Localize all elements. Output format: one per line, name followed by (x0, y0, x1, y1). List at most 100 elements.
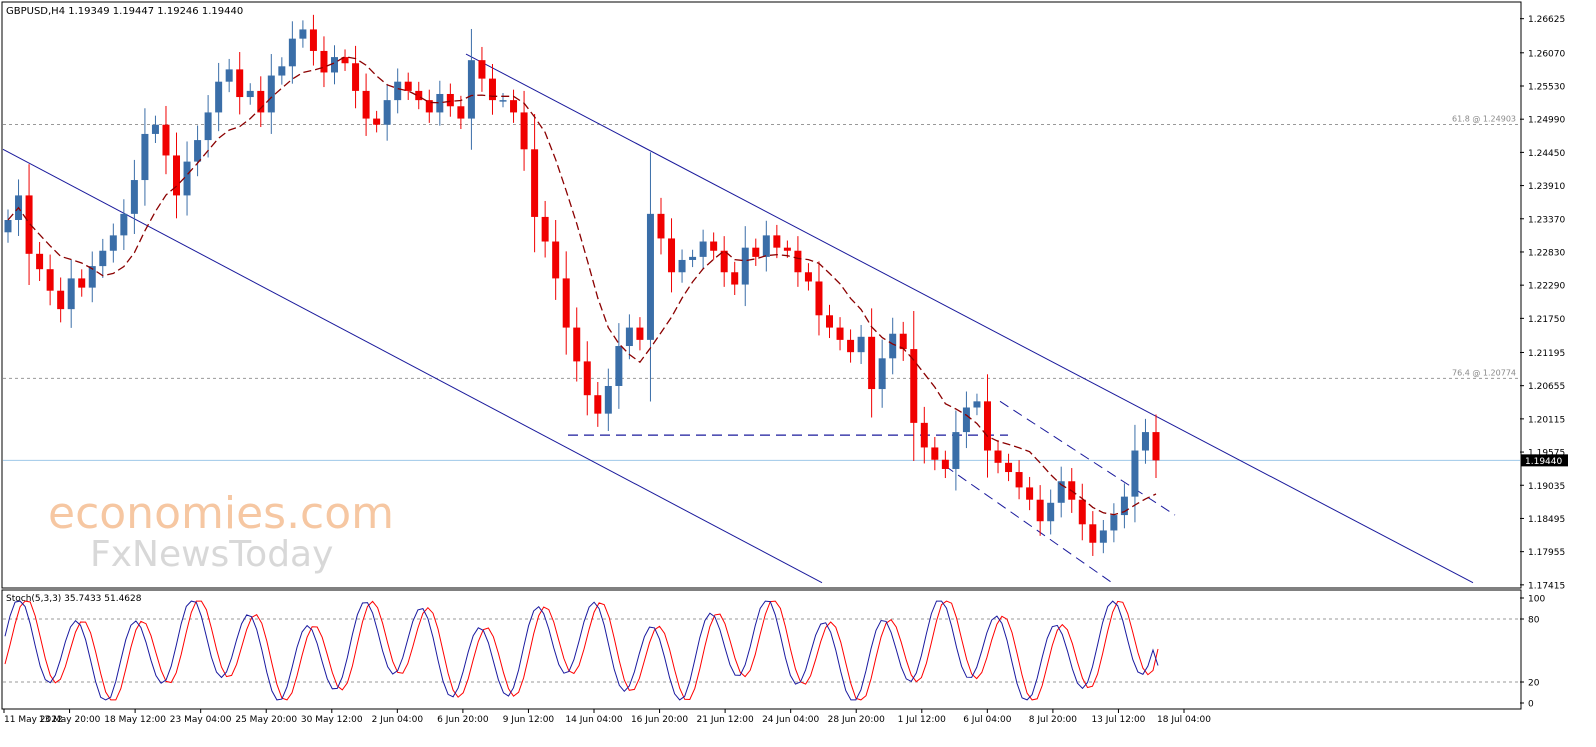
bullish-candle (67, 278, 75, 310)
bearish-candle (710, 241, 718, 251)
stoch-title: Stoch(5,3,3) 35.7433 51.4628 (6, 594, 142, 604)
bearish-candle (425, 100, 433, 113)
moving-average-line (7, 56, 1157, 516)
bullish-candle (267, 75, 275, 113)
inner-channel-upper (999, 400, 1176, 516)
levels: 61.8 @ 1.24903 76.4 @ 1.20774 1.19440 (3, 115, 1568, 467)
bullish-candle (952, 432, 960, 469)
time-tick-label: 13 May 20:00 (39, 715, 101, 725)
price-tick-label: 1.22830 (1528, 248, 1565, 258)
bearish-candle (541, 216, 549, 242)
stoch-tick-label: 80 (1528, 616, 1540, 626)
bearish-candle (531, 149, 539, 217)
time-tick-label: 13 Jul 12:00 (1091, 715, 1145, 725)
bearish-candle (373, 118, 381, 125)
bullish-candle (194, 140, 202, 162)
time-tick-label: 16 Jun 20:00 (631, 715, 688, 725)
bullish-candle (1047, 502, 1055, 522)
bearish-candle (309, 29, 317, 51)
bullish-candle (183, 161, 191, 196)
bearish-candle (257, 90, 265, 113)
bearish-candle (752, 247, 760, 257)
candles (4, 14, 1160, 556)
bullish-candle (962, 407, 970, 433)
bearish-candle (826, 315, 834, 328)
bearish-candle (804, 272, 812, 282)
bullish-candle (699, 241, 707, 257)
bearish-candle (794, 250, 802, 273)
bearish-candle (1078, 499, 1086, 525)
fibo-level-label: 61.8 @ 1.24903 (1452, 115, 1516, 124)
bearish-candle (25, 195, 33, 254)
time-tick-label: 30 May 12:00 (301, 715, 363, 725)
bearish-candle (583, 361, 591, 396)
price-tick-label: 1.17955 (1528, 548, 1565, 558)
bearish-candle (46, 269, 54, 291)
watermark-brand: economies.com (48, 488, 394, 539)
price-tick-label: 1.19035 (1528, 482, 1565, 492)
bearish-candle (1005, 462, 1013, 473)
bullish-candle (88, 266, 96, 288)
fibo-level-label: 76.4 @ 1.20774 (1452, 368, 1516, 377)
price-tick-label: 1.21750 (1528, 315, 1565, 325)
lower-trend-line (2, 148, 823, 584)
symbol-header: GBPUSD,H4 1.19349 1.19447 1.19246 1.1944… (6, 6, 243, 17)
bearish-candle (868, 336, 876, 390)
main-panel-frame (1, 1, 1522, 589)
price-tick-label: 1.20655 (1528, 382, 1565, 392)
price-tick-label: 1.24450 (1528, 149, 1565, 159)
bullish-candle (288, 38, 296, 67)
bearish-candle (983, 401, 991, 451)
time-tick-label: 9 Jun 12:00 (503, 715, 555, 725)
bullish-candle (246, 90, 254, 98)
bullish-candle (615, 346, 623, 386)
bearish-candle (78, 278, 86, 288)
channel-lines (2, 53, 1474, 584)
bearish-candle (1015, 472, 1023, 488)
time-tick-label: 21 Jun 12:00 (697, 715, 754, 725)
bearish-candle (636, 327, 644, 340)
bullish-candle (741, 247, 749, 285)
bearish-candle (341, 57, 349, 64)
price-tick-label: 1.23370 (1528, 215, 1565, 225)
bullish-candle (394, 81, 402, 101)
bullish-candle (299, 29, 307, 39)
bearish-candle (910, 349, 918, 423)
bearish-candle (720, 250, 728, 273)
bearish-candle (552, 241, 560, 279)
bearish-candle (941, 459, 949, 469)
inner-channel-lower (944, 465, 1113, 584)
bearish-candle (415, 90, 423, 101)
price-tick-label: 1.26070 (1528, 49, 1565, 59)
bullish-candle (1131, 450, 1139, 497)
bearish-candle (657, 213, 665, 239)
bearish-candle (931, 447, 939, 460)
bullish-candle (130, 180, 138, 214)
bearish-candle (847, 339, 855, 353)
bullish-candle (1057, 481, 1065, 503)
bullish-candle (204, 112, 212, 141)
stoch-tick-label: 100 (1528, 595, 1545, 605)
bullish-candle (878, 358, 886, 390)
bullish-candle (436, 93, 444, 113)
time-tick-label: 25 May 20:00 (235, 715, 297, 725)
price-tick-label: 1.21195 (1528, 349, 1565, 359)
price-tick-label: 1.20115 (1528, 415, 1565, 425)
moving-average (7, 56, 1157, 516)
bearish-candle (57, 290, 65, 310)
bullish-candle (151, 124, 159, 134)
stochastic: 100 80 20 0 (3, 595, 1545, 710)
bearish-candle (404, 81, 412, 91)
bearish-candle (783, 247, 791, 251)
bearish-candle (836, 327, 844, 340)
price-tick-label: 1.17415 (1528, 581, 1565, 591)
bullish-candle (109, 235, 117, 251)
bullish-candle (467, 60, 475, 119)
bullish-candle (4, 220, 12, 233)
bearish-candle (1036, 499, 1044, 522)
bearish-candle (446, 93, 454, 107)
bullish-candle (383, 100, 391, 125)
time-tick-label: 8 Jul 20:00 (1029, 715, 1078, 725)
